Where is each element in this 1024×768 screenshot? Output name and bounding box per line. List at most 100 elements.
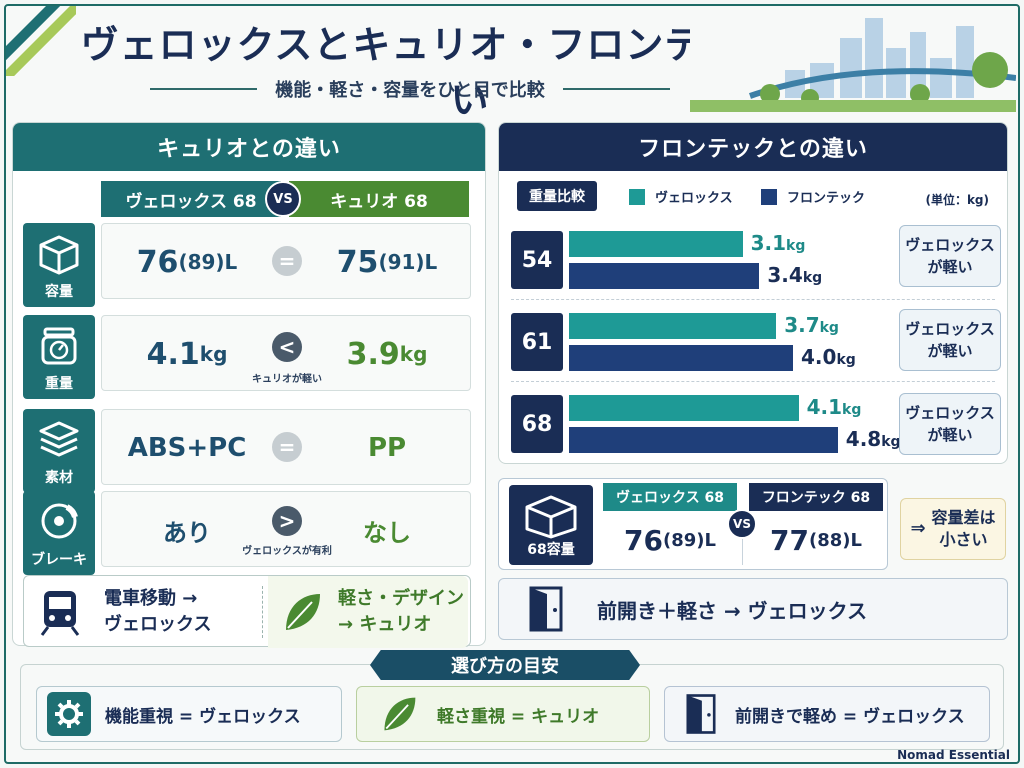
greater-than-icon: > [272,506,302,536]
capacity-comparison-box: 68容量 ヴェロックス 68 フロンテック 68 VS 76 (89)L 77 (8… [498,478,888,570]
legend-frontec: フロンテック [761,187,865,206]
equal-icon: = [272,246,302,276]
velox-68-head: ヴェロックス 68 [603,483,737,511]
velox-weight-value: 4.1 kg [146,336,228,372]
gear-icon [47,692,91,736]
unit-label: (単位：kg) [925,193,989,207]
brake-row: あり > ヴェロックスが有利 なし [101,491,471,567]
bar-value-frontec-68: 4.8kg [845,427,901,451]
guide-front-open-text: 前開きで軽め = ヴェロックス [735,706,965,727]
subtitle-rule-right [562,88,670,90]
weight-label: 重量 [45,376,73,392]
page-subtitle: 機能・軽さ・容量をひと目で比較 [275,80,545,101]
velox-capacity-value: 76 (89)L [624,523,716,557]
train-text: 電車移動 → ヴェロックス [104,588,212,635]
less-than-icon: < [272,332,302,362]
guide-front-open: 前開きで軽め = ヴェロックス [664,686,990,742]
front-open-recommendation: 前開き＋軽さ → ヴェロックス [498,578,1008,640]
brake-icon [41,503,78,539]
capacity-row: 76 (89)L = 75 (91)L [101,223,471,299]
door-icon [529,586,563,632]
train-icon [40,591,80,636]
brake-note: ヴェロックスが有利 [242,546,332,557]
guide-lightness-text: 軽さ重視 = キュリオ [437,706,600,727]
corner-decoration [6,6,76,76]
leaf-icon [384,697,416,731]
layers-icon [39,421,79,457]
material-row-icon: 素材 [23,409,95,493]
lighter-note-54: ヴェロックス が軽い [899,225,1001,287]
bar-value-frontec-54: 3.4kg [767,263,823,287]
selection-guide-title: 選び方の目安 [370,650,640,680]
bar-velox-54 [569,231,743,257]
vs-badge: VS [727,509,757,539]
frontec-68-head: フロンテック 68 [749,483,883,511]
frontec-comparison-panel: フロンテックとの違い 重量比較 ヴェロックス フロンテック (単位：kg) 54… [498,122,1008,464]
brand-footer: Nomad Essential [897,748,1010,762]
capacity-68-label: 68容量 [527,542,575,558]
velox-capacity-value: 76 (89)L [136,244,238,280]
box-icon [525,495,577,539]
size-label-68: 68 [511,395,563,453]
curio-capacity-value: 75 (91)L [336,244,438,280]
capacity-difference-note: ⇒ 容量差は 小さい [900,498,1006,560]
bar-value-velox-68: 4.1kg [806,395,862,419]
curio-material-value: PP [367,433,407,463]
weight-row: 4.1 kg < キュリオが軽い 3.9 kg [101,315,471,391]
frontec-panel-title: フロンテックとの違い [499,123,1007,171]
box-icon [39,235,79,275]
recommendation-divider [262,586,263,638]
lighter-note-68: ヴェロックス が軽い [899,393,1001,455]
legend-velox-swatch [629,188,645,205]
subtitle-rule-left [150,88,258,90]
leaf-icon [286,594,320,630]
curio-brake-value: なし [363,518,411,547]
arrow-icon: ⇒ [910,518,926,539]
capacity-row-icon: 容量 [23,223,95,307]
capacity-label: 容量 [45,284,73,300]
equal-icon: = [272,432,302,462]
row-separator [511,381,995,382]
lighter-note-61: ヴェロックス が軽い [899,309,1001,371]
bar-value-velox-54: 3.1kg [750,231,806,255]
legend-frontec-swatch [761,188,777,205]
brake-row-icon: ブレーキ [23,491,95,575]
guide-function: 機能重視 = ヴェロックス [36,686,342,742]
bar-velox-68 [569,395,799,421]
vs-header: ヴェロックス 68 キュリオ 68 VS [101,181,469,217]
frontec-capacity-value: 77 (88)L [770,523,862,557]
vs-badge: VS [265,181,301,217]
bar-frontec-68 [569,427,838,453]
curio-comparison-panel: キュリオとの違い ヴェロックス 68 キュリオ 68 VS 容量 76 (89)L… [12,122,486,648]
capacity-divider [742,539,743,565]
bar-value-frontec-61: 4.0kg [801,345,856,369]
guide-lightness: 軽さ重視 = キュリオ [356,686,650,742]
material-row: ABS+PC = PP [101,409,471,485]
curio-recommendation-box: 電車移動 → ヴェロックス 軽さ・デザイン → キュリオ [23,575,471,648]
door-icon [686,694,716,734]
light-design-text: 軽さ・デザイン → キュリオ [338,588,464,635]
weight-note: キュリオが軽い [252,374,322,385]
guide-function-text: 機能重視 = ヴェロックス [105,706,301,727]
curio-68-label: キュリオ 68 [289,181,469,217]
velox-material-value: ABS+PC [127,433,247,463]
row-separator [511,299,995,300]
brake-label: ブレーキ [31,552,87,568]
train-recommendation: 電車移動 → ヴェロックス [38,576,258,648]
curio-weight-value: 3.9 kg [346,336,428,372]
bar-frontec-54 [569,263,760,289]
front-open-text: 前開き＋軽さ → ヴェロックス [597,598,868,623]
bar-velox-61 [569,313,777,339]
legend-velox: ヴェロックス [629,187,733,206]
material-label: 素材 [45,470,73,486]
weight-row-icon: 重量 [23,315,95,399]
bar-frontec-61 [569,345,793,371]
subtitle-row: 機能・軽さ・容量をひと目で比較 [150,76,670,102]
velox-68-label: ヴェロックス 68 [101,181,281,217]
size-label-61: 61 [511,313,563,371]
curio-panel-title: キュリオとの違い [13,123,485,171]
velox-brake-value: あり [163,518,211,547]
light-design-recommendation: 軽さ・デザイン → キュリオ [268,576,468,648]
capacity-68-icon-box: 68容量 [509,485,593,565]
size-label-54: 54 [511,231,563,289]
